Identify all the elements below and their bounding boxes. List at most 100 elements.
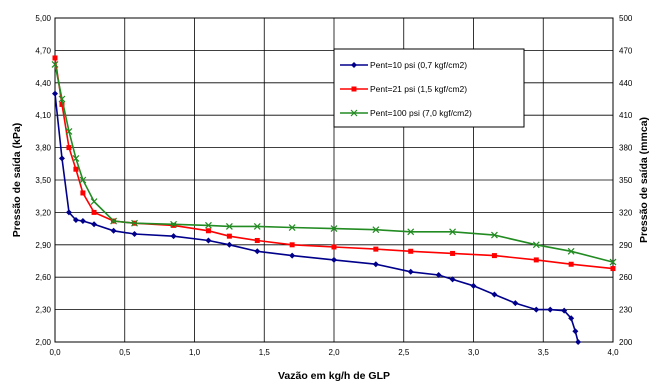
- y-left-tick-label: 2,30: [35, 306, 51, 315]
- legend-label: Pent=21 psi (1,5 kgf/cm2): [370, 84, 467, 94]
- x-tick-label: 2,5: [398, 348, 410, 357]
- data-point: [407, 268, 414, 275]
- data-point: [226, 241, 233, 248]
- legend-marker: [351, 86, 357, 92]
- data-point: [72, 216, 79, 223]
- marker-stroke: [90, 198, 98, 206]
- data-point: [52, 90, 58, 97]
- y-right-tick-label: 470: [619, 46, 633, 55]
- data-point: [110, 217, 118, 225]
- data-point: [110, 227, 117, 234]
- data-point: [572, 328, 579, 335]
- data-point: [51, 61, 59, 68]
- x-tick-label: 2,0: [328, 348, 340, 357]
- data-point: [512, 300, 519, 307]
- marker-stroke: [110, 217, 118, 225]
- data-point: [90, 198, 98, 206]
- data-point: [372, 226, 380, 234]
- data-point: [373, 246, 379, 252]
- y-right-tick-label: 500: [619, 14, 633, 23]
- marker-stroke: [372, 226, 380, 234]
- x-tick-label: 1,0: [189, 348, 201, 357]
- legend-item-3: Pent=100 psi (7,0 kgf/cm2): [340, 108, 472, 118]
- marker-stroke: [532, 241, 540, 249]
- data-point: [79, 176, 87, 184]
- y-axis-right-title: Pressão de saída (mmca): [638, 117, 650, 243]
- data-point: [72, 154, 80, 162]
- data-point: [532, 241, 540, 249]
- data-point: [79, 218, 86, 225]
- data-point: [533, 306, 540, 313]
- data-point: [533, 257, 539, 263]
- data-point: [288, 224, 296, 231]
- data-point: [171, 222, 177, 228]
- x-axis-title: Vazão em kg/h de GLP: [278, 370, 390, 382]
- marker-stroke: [225, 223, 233, 230]
- data-point: [225, 223, 233, 230]
- y-left-tick-label: 5,00: [35, 14, 51, 23]
- data-point: [253, 223, 261, 230]
- data-point: [65, 127, 73, 135]
- legend-label: Pent=10 psi (0,7 kgf/cm2): [370, 60, 467, 70]
- legend-marker: [350, 109, 358, 117]
- y-right-tick-label: 440: [619, 79, 633, 88]
- marker-stroke: [567, 247, 575, 255]
- marker-stroke: [288, 224, 296, 231]
- y-left-tick-label: 3,50: [35, 176, 51, 185]
- marker-stroke: [407, 228, 415, 236]
- plot-area: [54, 17, 614, 343]
- legend-box: [333, 48, 525, 128]
- data-point: [58, 155, 65, 162]
- data-point: [59, 101, 65, 107]
- data-point: [567, 247, 575, 255]
- data-point: [205, 237, 212, 244]
- y-right-tick-label: 230: [619, 306, 633, 315]
- data-point: [610, 266, 616, 272]
- data-point: [73, 166, 79, 172]
- data-point: [205, 228, 211, 234]
- marker-stroke: [79, 176, 87, 184]
- y-left-tick-label: 4,70: [35, 46, 51, 55]
- data-point: [331, 244, 337, 250]
- marker-stroke: [170, 220, 177, 228]
- data-point: [131, 231, 138, 237]
- y-right-tick-label: 410: [619, 111, 633, 120]
- marker-stroke: [350, 109, 358, 117]
- data-point: [491, 291, 498, 298]
- data-point: [491, 253, 497, 259]
- data-point: [330, 225, 338, 233]
- data-point: [450, 250, 456, 256]
- data-point: [575, 339, 582, 345]
- y-right-tick-label: 350: [619, 176, 633, 185]
- data-point: [91, 221, 98, 228]
- marker-stroke: [449, 228, 456, 236]
- series-3: [51, 61, 617, 266]
- series-1: [52, 90, 582, 345]
- legend: Pent=10 psi (0,7 kgf/cm2) Pent=21 psi (1,…: [333, 48, 525, 128]
- data-point: [491, 231, 498, 239]
- marker-stroke: [330, 225, 338, 233]
- data-point: [91, 209, 97, 215]
- data-point: [254, 237, 260, 243]
- marker-stroke: [72, 154, 80, 162]
- y-left-tick-label: 4,10: [35, 111, 51, 120]
- x-axis-ticks: 0,0 0,5 1,0 1,5 2,0 2,5 3,0 3,5 4,0: [49, 348, 619, 357]
- y-right-tick-label: 380: [619, 144, 633, 153]
- data-point: [561, 307, 568, 314]
- y-right-tick-label: 260: [619, 273, 633, 282]
- data-point: [568, 315, 575, 322]
- data-point: [66, 145, 72, 151]
- data-point: [52, 55, 58, 61]
- data-point: [58, 95, 66, 103]
- y-left-tick-label: 3,20: [35, 208, 51, 217]
- data-point: [289, 242, 295, 248]
- data-point: [131, 219, 138, 227]
- marker-stroke: [609, 258, 617, 266]
- data-point: [331, 256, 337, 263]
- x-tick-label: 0,5: [119, 348, 131, 357]
- y-right-tick-label: 200: [619, 338, 633, 347]
- y-axis-right-ticks: 200 230 260 290 320 350 380 410 440 470 500: [619, 14, 633, 347]
- x-tick-label: 3,0: [468, 348, 480, 357]
- legend-item-2: Pent=21 psi (1,5 kgf/cm2): [340, 84, 467, 94]
